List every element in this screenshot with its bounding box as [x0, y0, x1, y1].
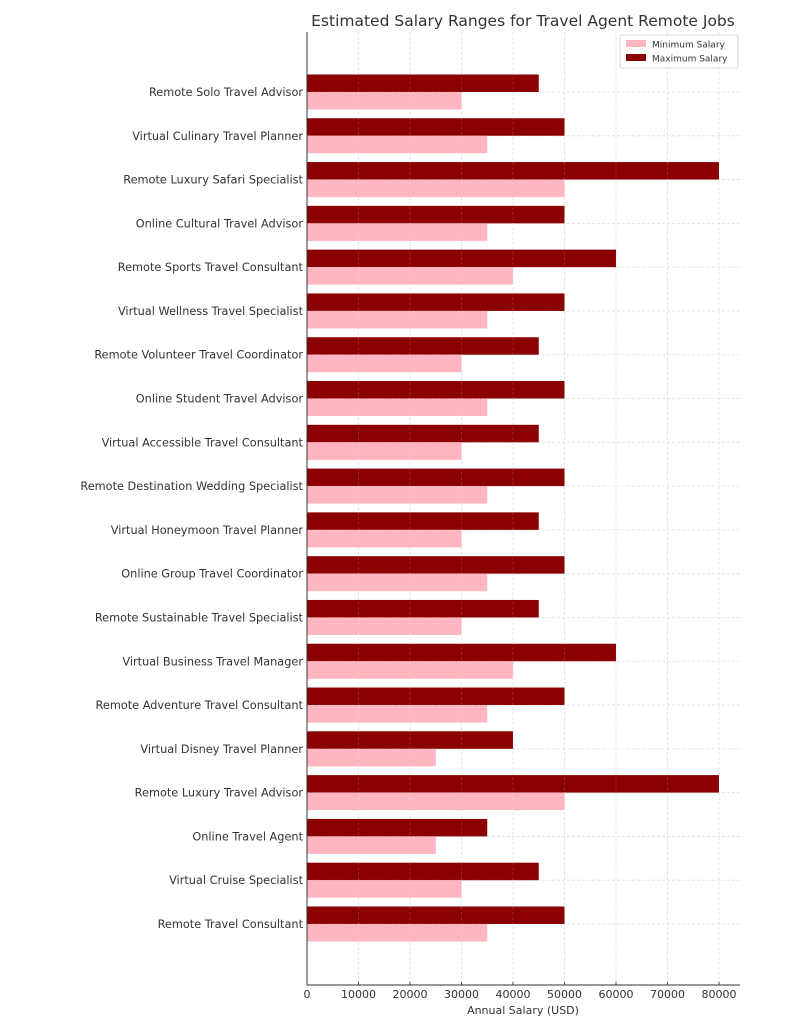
- y-tick-label: Remote Solo Travel Advisor: [149, 86, 303, 99]
- bar-minimum-salary: [307, 529, 462, 548]
- bar-minimum-salary: [307, 135, 488, 154]
- bar-maximum-salary: [307, 643, 616, 662]
- x-tick-label: 80000: [702, 988, 737, 1001]
- bar-maximum-salary: [307, 337, 539, 355]
- bar-minimum-salary: [307, 354, 462, 373]
- bar-maximum-salary: [307, 424, 539, 443]
- bar-maximum-salary: [307, 249, 616, 268]
- y-tick-label: Remote Luxury Travel Advisor: [135, 787, 304, 800]
- bar-minimum-salary: [307, 705, 488, 723]
- bar-maximum-salary: [307, 556, 565, 574]
- legend-label-maximum: Maximum Salary: [652, 55, 728, 65]
- bar-maximum-salary: [307, 818, 488, 837]
- y-tick-label: Virtual Accessible Travel Consultant: [102, 436, 304, 449]
- bars: [307, 74, 719, 942]
- bar-minimum-salary: [307, 442, 462, 460]
- y-tick-label: Online Group Travel Coordinator: [121, 568, 303, 581]
- bar-maximum-salary: [307, 687, 565, 706]
- vertical-grid-overlay: [307, 32, 740, 985]
- y-tick-label: Online Student Travel Advisor: [136, 393, 304, 406]
- y-tick-label: Remote Luxury Safari Specialist: [123, 174, 303, 187]
- legend-box: [619, 34, 739, 69]
- bar-maximum-salary: [307, 381, 565, 399]
- bar-maximum-salary: [307, 293, 565, 311]
- y-tick-label: Virtual Culinary Travel Planner: [132, 130, 303, 143]
- y-tick-label: Virtual Wellness Travel Specialist: [118, 305, 304, 318]
- x-tick-label: 10000: [341, 988, 376, 1001]
- bar-minimum-salary: [307, 748, 436, 767]
- bar-maximum-salary: [307, 74, 539, 92]
- y-tick-label: Virtual Disney Travel Planner: [140, 743, 303, 756]
- x-axis-ticks: 0 10000 20000 30000 40000 50000 60000 70000 8000…: [304, 981, 737, 1001]
- x-tick-label: 0: [304, 988, 311, 1001]
- x-axis-label: Annual Salary (USD): [467, 1004, 579, 1017]
- bar-minimum-salary: [307, 398, 488, 417]
- y-tick-label: Remote Sports Travel Consultant: [118, 261, 304, 274]
- y-tick-label: Virtual Business Travel Manager: [122, 655, 303, 668]
- y-tick-label: Remote Sustainable Travel Specialist: [95, 611, 304, 624]
- bar-minimum-salary: [307, 267, 513, 285]
- bar-maximum-salary: [307, 906, 565, 924]
- bar-minimum-salary: [307, 573, 488, 592]
- bar-minimum-salary: [307, 661, 513, 679]
- legend-swatch-maximum: [626, 54, 646, 61]
- bar-minimum-salary: [307, 880, 462, 898]
- bar-minimum-salary: [307, 310, 488, 329]
- bar-minimum-salary: [307, 179, 565, 198]
- y-tick-label: Virtual Honeymoon Travel Planner: [111, 524, 304, 537]
- y-tick-label: Remote Destination Wedding Specialist: [80, 480, 303, 493]
- bar-maximum-salary: [307, 162, 719, 180]
- y-tick-label: Online Cultural Travel Advisor: [136, 217, 304, 230]
- bar-minimum-salary: [307, 486, 488, 504]
- y-tick-label: Remote Travel Consultant: [158, 918, 304, 931]
- bar-maximum-salary: [307, 468, 565, 487]
- bar-maximum-salary: [307, 599, 539, 618]
- x-tick-label: 50000: [547, 988, 582, 1001]
- bar-minimum-salary: [307, 792, 565, 811]
- x-tick-label: 40000: [496, 988, 531, 1001]
- bar-maximum-salary: [307, 118, 565, 136]
- y-tick-label: Remote Volunteer Travel Coordinator: [94, 349, 303, 362]
- legend-swatch-minimum: [626, 40, 646, 47]
- bar-minimum-salary: [307, 92, 462, 110]
- bar-minimum-salary: [307, 223, 488, 241]
- y-tick-label: Remote Adventure Travel Consultant: [96, 699, 304, 712]
- chart-title: Estimated Salary Ranges for Travel Agent…: [311, 12, 735, 30]
- bar-maximum-salary: [307, 775, 719, 793]
- bar-maximum-salary: [307, 512, 539, 530]
- y-tick-label: Online Travel Agent: [192, 830, 303, 843]
- bar-minimum-salary: [307, 836, 436, 854]
- legend-label-minimum: Minimum Salary: [652, 41, 726, 51]
- x-tick-label: 70000: [650, 988, 685, 1001]
- y-axis-labels: Remote Travel Consultant Virtual Cruise S…: [80, 86, 303, 931]
- bar-minimum-salary: [307, 617, 462, 635]
- bar-maximum-salary: [307, 205, 565, 224]
- x-tick-label: 20000: [393, 988, 428, 1001]
- bar-minimum-salary: [307, 924, 488, 942]
- bar-maximum-salary: [307, 731, 513, 749]
- bar-maximum-salary: [307, 862, 539, 881]
- legend: Minimum Salary Maximum Salary: [619, 34, 739, 69]
- y-tick-label: Virtual Cruise Specialist: [169, 874, 303, 887]
- x-tick-label: 60000: [599, 988, 634, 1001]
- x-tick-label: 30000: [444, 988, 479, 1001]
